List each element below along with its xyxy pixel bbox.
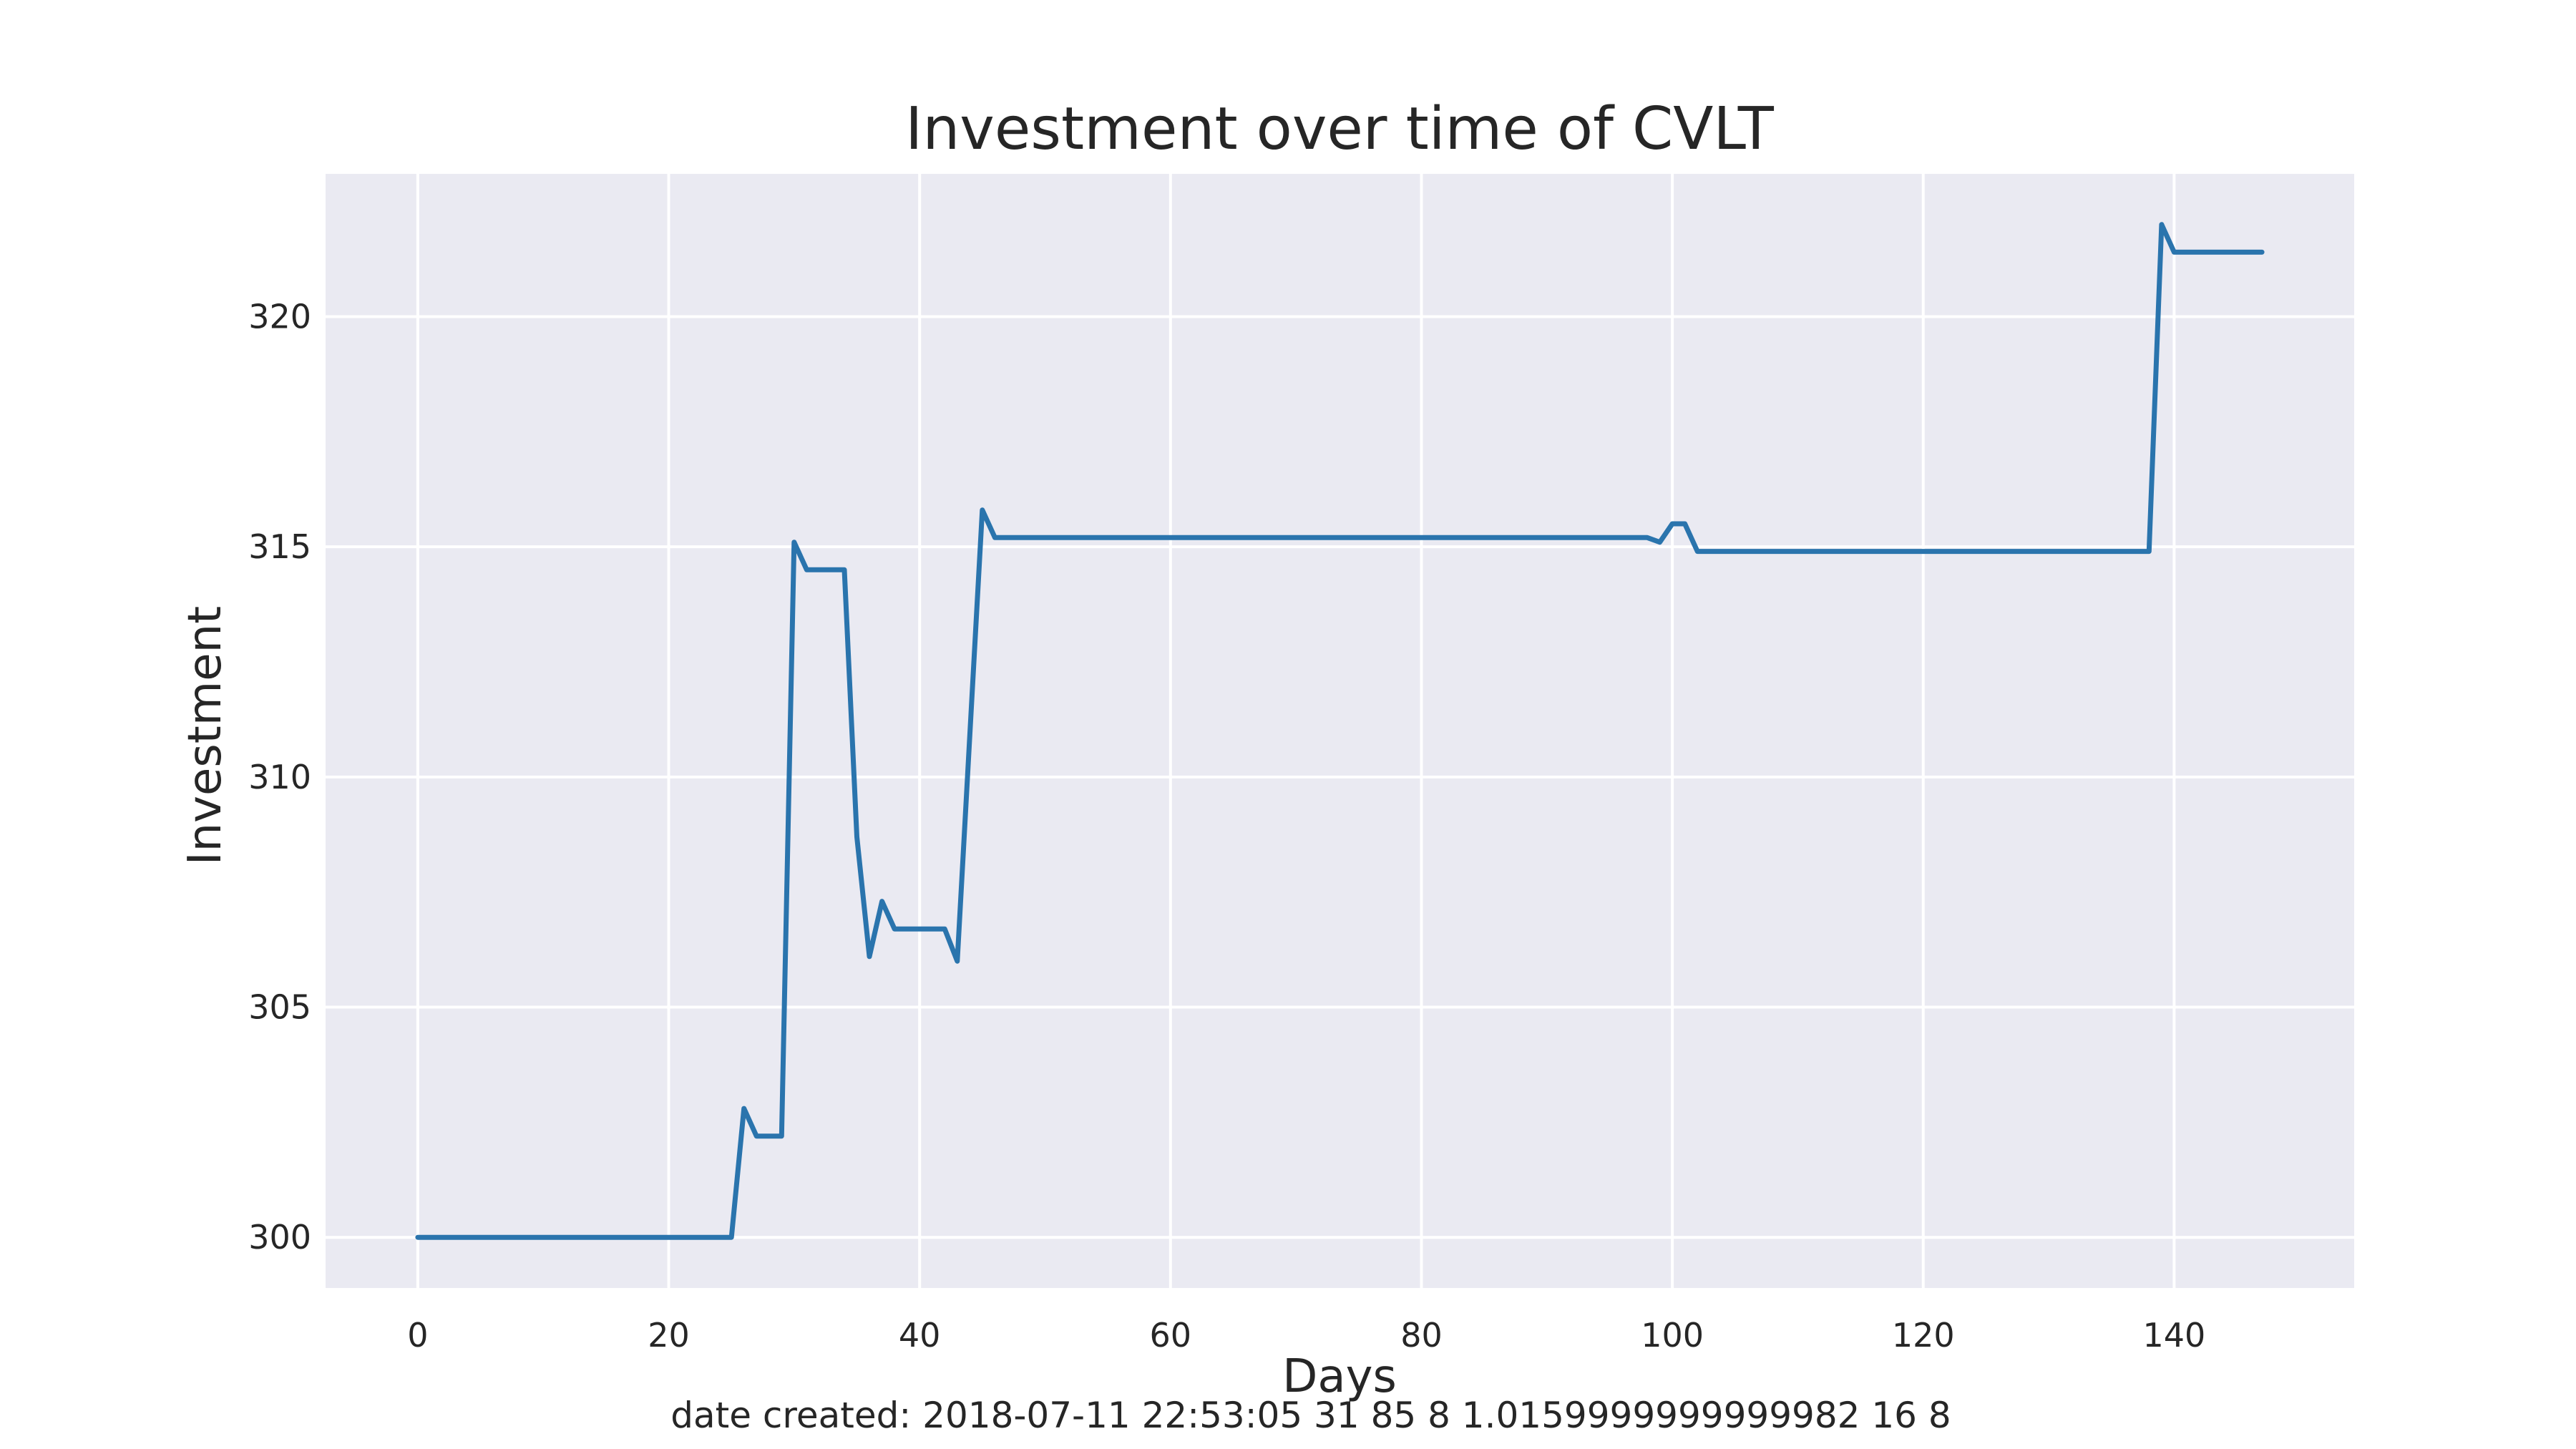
- y-tick-label: 315: [248, 527, 311, 566]
- footer-caption: date created: 2018-07-11 22:53:05 31 85 …: [670, 1395, 1951, 1436]
- x-tick-label: 60: [1150, 1316, 1192, 1355]
- y-axis-ticks: 300 305 310 315 320: [248, 297, 311, 1257]
- x-tick-label: 20: [648, 1316, 690, 1355]
- x-axis-ticks: 0 20 40 60 80 100 120 140: [407, 1316, 2205, 1355]
- y-tick-label: 305: [248, 988, 311, 1027]
- plot-background: [326, 174, 2354, 1288]
- x-tick-label: 80: [1400, 1316, 1443, 1355]
- chart-title: Investment over time of CVLT: [905, 95, 1775, 163]
- x-tick-label: 140: [2143, 1316, 2206, 1355]
- x-axis-label: Days: [1282, 1350, 1397, 1403]
- grid-lines: [326, 174, 2354, 1288]
- x-tick-label: 40: [899, 1316, 941, 1355]
- y-axis-label: Investment: [179, 606, 232, 866]
- x-tick-label: 100: [1641, 1316, 1704, 1355]
- series-layer: [415, 222, 2265, 1240]
- x-tick-label: 0: [407, 1316, 428, 1355]
- y-tick-label: 320: [248, 297, 311, 336]
- x-tick-label: 120: [1892, 1316, 1955, 1355]
- series-line: [415, 222, 2265, 1240]
- y-tick-label: 300: [248, 1218, 311, 1257]
- y-tick-label: 310: [248, 758, 311, 796]
